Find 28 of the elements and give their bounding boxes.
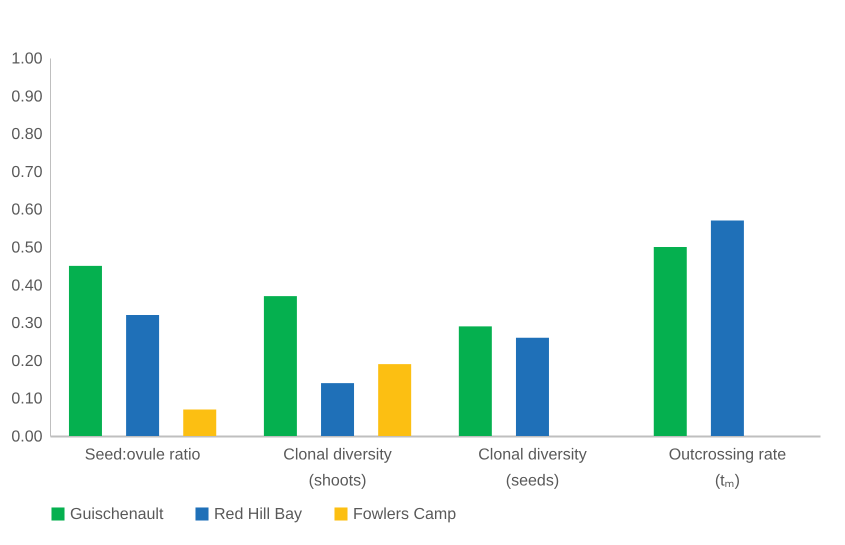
legend-label: Guischenault [70,506,164,523]
y-tick-label: 0.00 [11,428,43,446]
bar [654,247,687,436]
y-tick-label: 0.40 [11,277,43,294]
bar [183,410,216,436]
y-tick-label: 0.70 [11,164,43,181]
bar [264,296,297,436]
bar [126,315,160,436]
y-tick-label: 0.80 [11,126,43,144]
bar [710,220,744,436]
y-tick-label: 0.90 [11,88,43,106]
bar [68,266,102,436]
legend-label: Red Hill Bay [214,506,302,523]
y-tick-label: 0.60 [11,202,43,219]
bar [516,338,549,436]
x-tick-label: Clonal diversity (shoots) [283,446,392,490]
y-tick-label: 0.10 [11,390,43,408]
bar [378,364,412,436]
x-tick-label: Seed:ovule ratio [84,446,201,464]
y-tick-label: 0.50 [11,240,43,256]
bar [321,383,354,436]
x-tick-label: Clonal diversity (seeds) [478,446,587,490]
y-tick-label: 1.00 [11,50,43,68]
y-tick-label: 0.20 [11,352,43,370]
x-tick-label: Outcrossing rate (tₘ) [668,446,786,490]
bar [458,326,492,436]
y-tick-label: 0.30 [11,315,43,332]
legend-label: Fowlers Camp [353,506,456,523]
